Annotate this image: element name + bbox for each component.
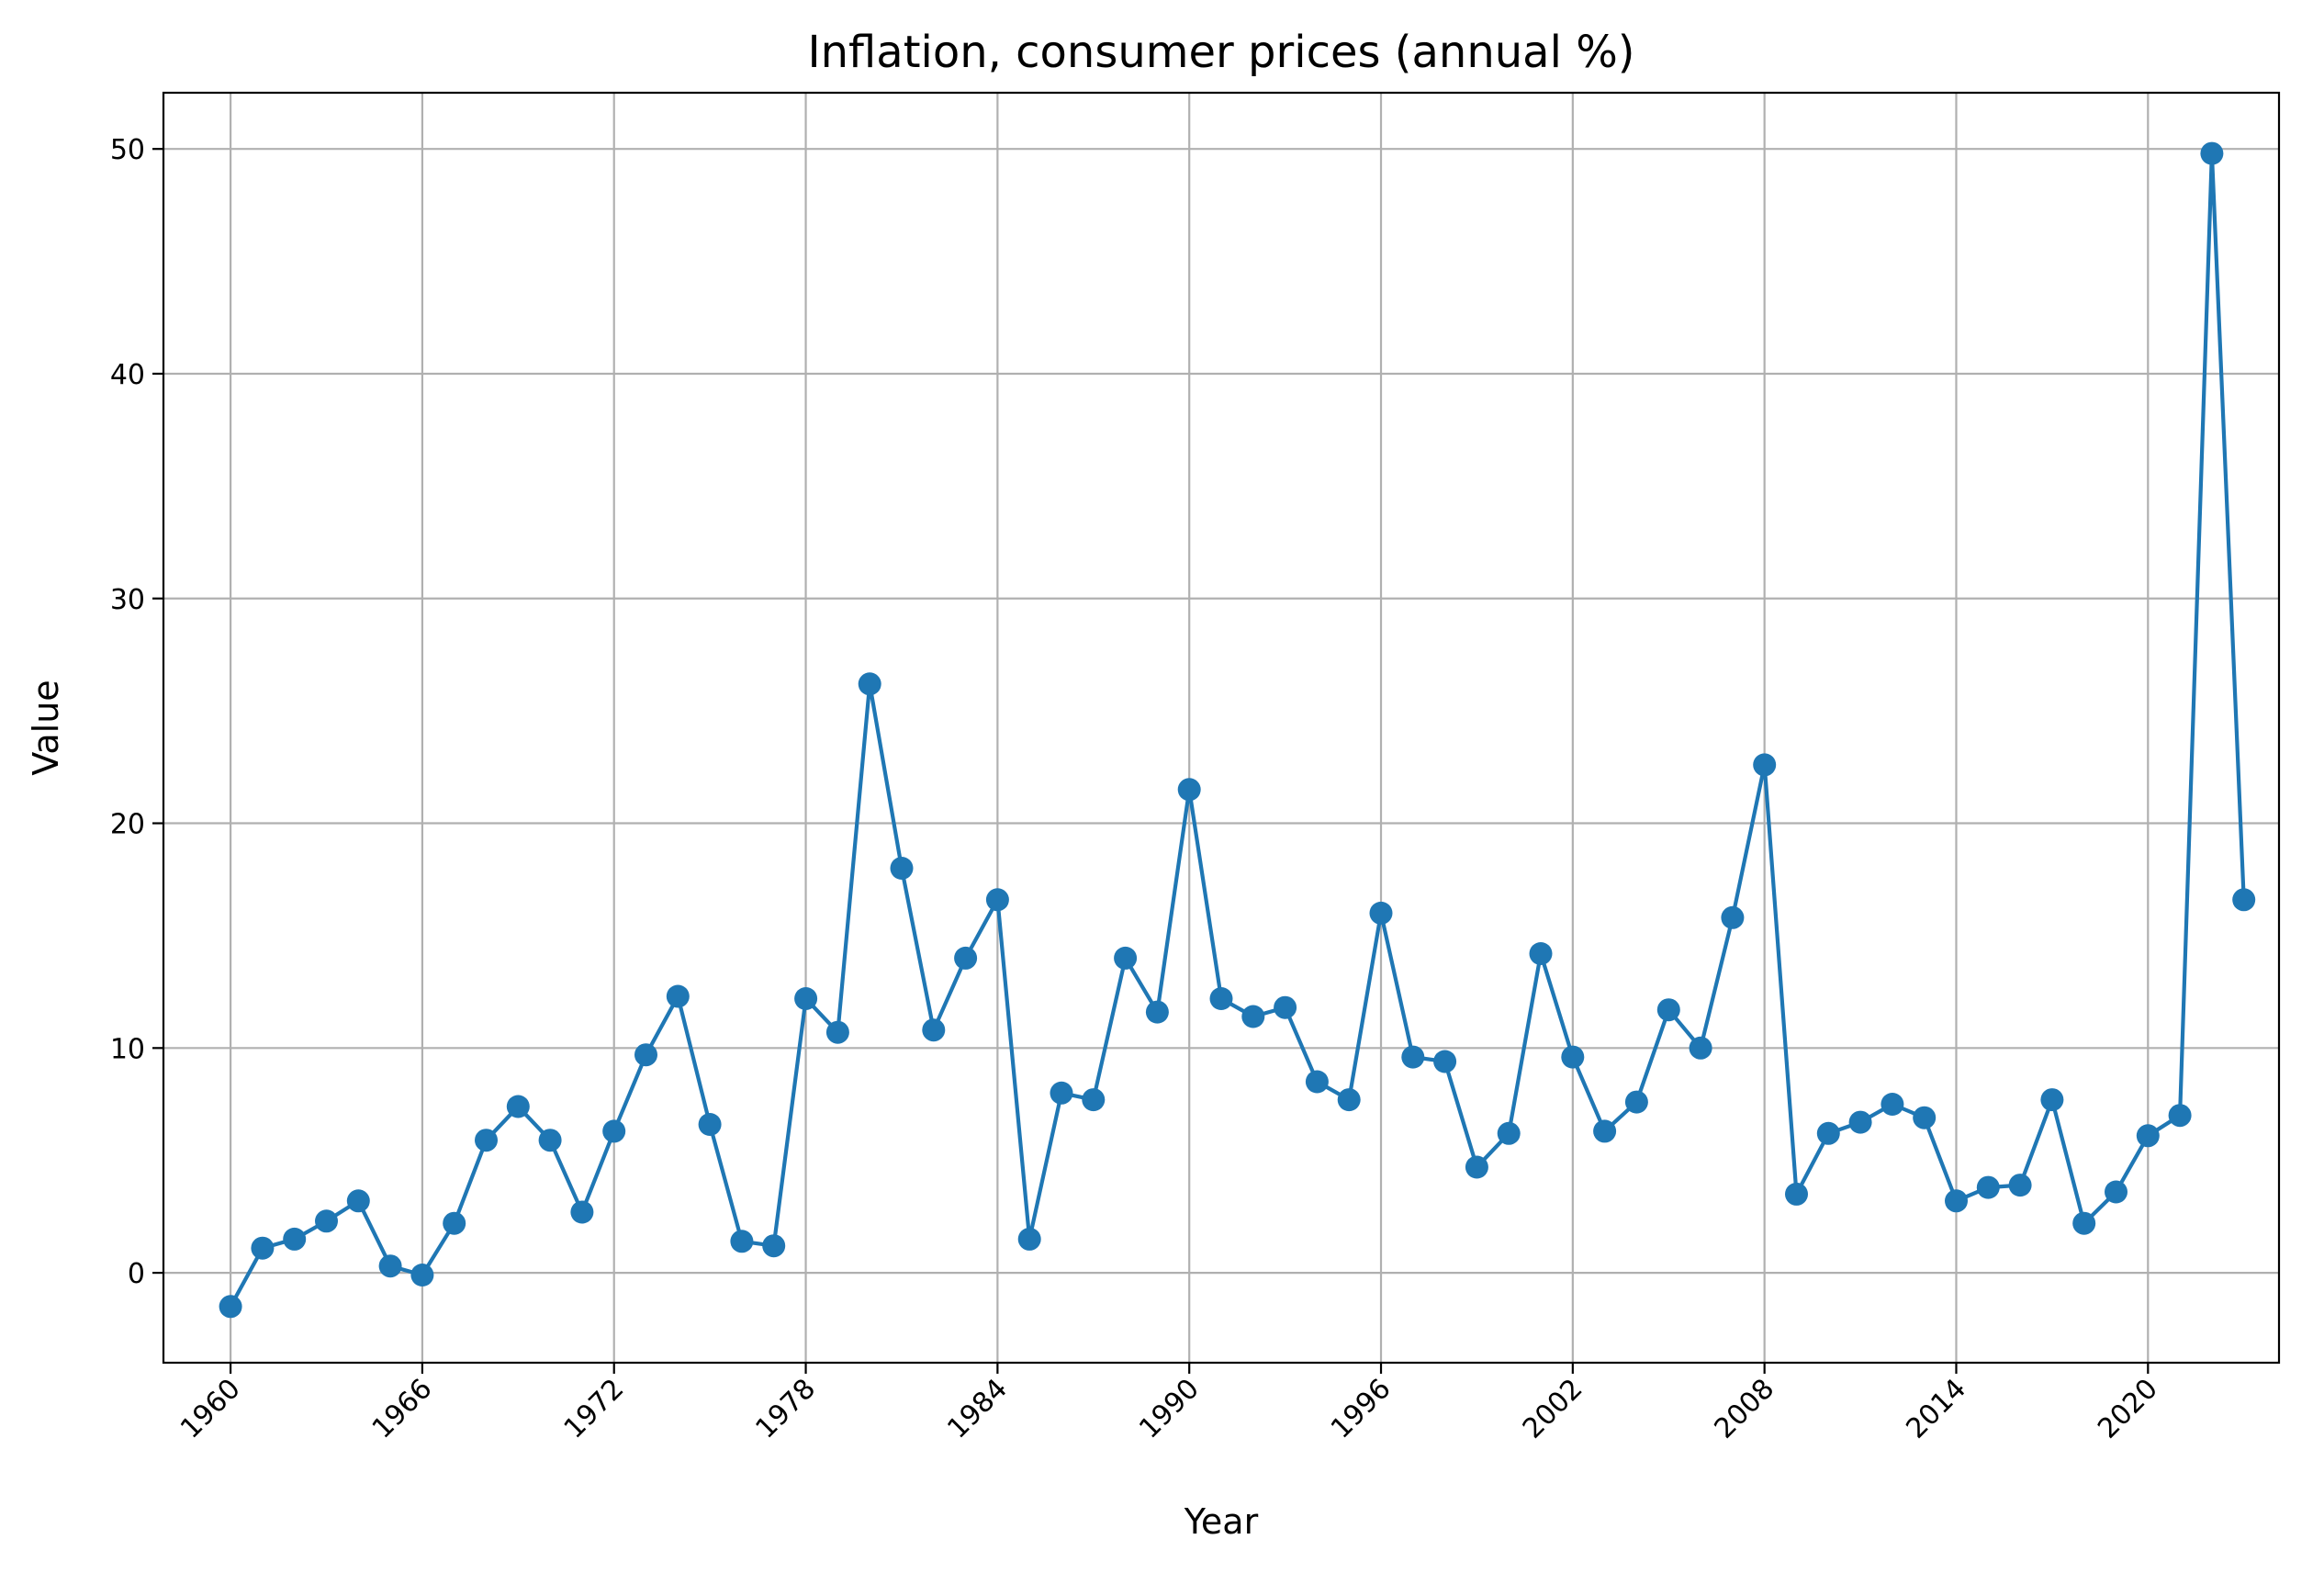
data-point — [570, 1200, 594, 1224]
data-point — [1976, 1175, 2000, 1199]
data-point — [475, 1129, 498, 1152]
data-point — [1050, 1081, 1073, 1105]
data-point — [1913, 1106, 1937, 1129]
data-point — [219, 1295, 242, 1319]
data-point — [954, 946, 978, 970]
x-axis-label: Year — [1184, 1501, 1259, 1542]
data-point — [1561, 1045, 1585, 1069]
data-point — [1305, 1070, 1329, 1094]
data-point — [538, 1129, 562, 1152]
data-point — [1401, 1045, 1425, 1069]
data-point — [1753, 753, 1777, 777]
y-tick-label: 20 — [110, 809, 145, 841]
data-point — [2200, 141, 2224, 165]
data-point — [2008, 1174, 2032, 1197]
data-point — [1721, 905, 1745, 929]
data-point — [602, 1119, 626, 1143]
data-point — [378, 1254, 402, 1278]
data-point — [2232, 888, 2256, 912]
chart-title: Inflation, consumer prices (annual %) — [807, 27, 1634, 78]
data-point — [1082, 1088, 1106, 1112]
data-point — [634, 1043, 657, 1067]
data-point — [1337, 1088, 1361, 1112]
data-point — [1017, 1227, 1041, 1251]
y-tick-label: 50 — [110, 134, 145, 166]
data-point — [506, 1095, 530, 1118]
data-point — [666, 984, 690, 1008]
data-point — [922, 1018, 946, 1042]
data-point — [1145, 1000, 1169, 1024]
data-point — [762, 1234, 786, 1258]
data-point — [1624, 1090, 1648, 1114]
grid — [163, 93, 2279, 1363]
data-point — [2168, 1104, 2192, 1128]
data-point — [794, 987, 818, 1010]
data-point — [1241, 1005, 1265, 1028]
plot-frame — [162, 91, 2281, 1365]
y-tick-label: 40 — [110, 359, 145, 391]
data-point — [1177, 778, 1201, 802]
data-point — [1848, 1110, 1872, 1134]
y-tick-label: 0 — [128, 1258, 145, 1290]
data-point — [2072, 1211, 2096, 1235]
series-layer — [219, 141, 2256, 1319]
data-point — [346, 1189, 370, 1213]
data-point — [410, 1264, 434, 1286]
series-line — [229, 152, 2246, 1309]
data-point — [251, 1236, 275, 1260]
data-point — [315, 1209, 338, 1233]
data-point — [1274, 995, 1297, 1019]
data-point — [1497, 1121, 1521, 1145]
data-point — [2040, 1088, 2064, 1112]
data-point — [2105, 1180, 2128, 1204]
y-axis-label: Value — [26, 680, 66, 775]
data-point — [1465, 1155, 1488, 1179]
data-point — [858, 672, 881, 696]
data-point — [825, 1020, 849, 1044]
data-point — [730, 1230, 754, 1253]
data-point — [283, 1227, 307, 1251]
data-point — [1209, 987, 1233, 1010]
data-point — [1114, 946, 1138, 970]
data-point — [1945, 1189, 1968, 1213]
data-point — [1689, 1036, 1712, 1060]
data-point — [890, 857, 914, 880]
data-point — [1785, 1182, 1808, 1206]
data-point — [1656, 998, 1680, 1022]
y-tick-label: 10 — [110, 1033, 145, 1065]
data-point — [1881, 1093, 1904, 1116]
data-point — [1593, 1119, 1617, 1143]
data-point — [2136, 1124, 2160, 1148]
data-point — [698, 1113, 722, 1136]
data-point — [1816, 1121, 1840, 1145]
data-point — [985, 888, 1009, 912]
y-tick-label: 30 — [110, 584, 145, 616]
data-point — [1433, 1050, 1457, 1073]
data-point — [1529, 942, 1553, 965]
data-point — [1369, 901, 1393, 925]
data-point — [443, 1211, 466, 1235]
